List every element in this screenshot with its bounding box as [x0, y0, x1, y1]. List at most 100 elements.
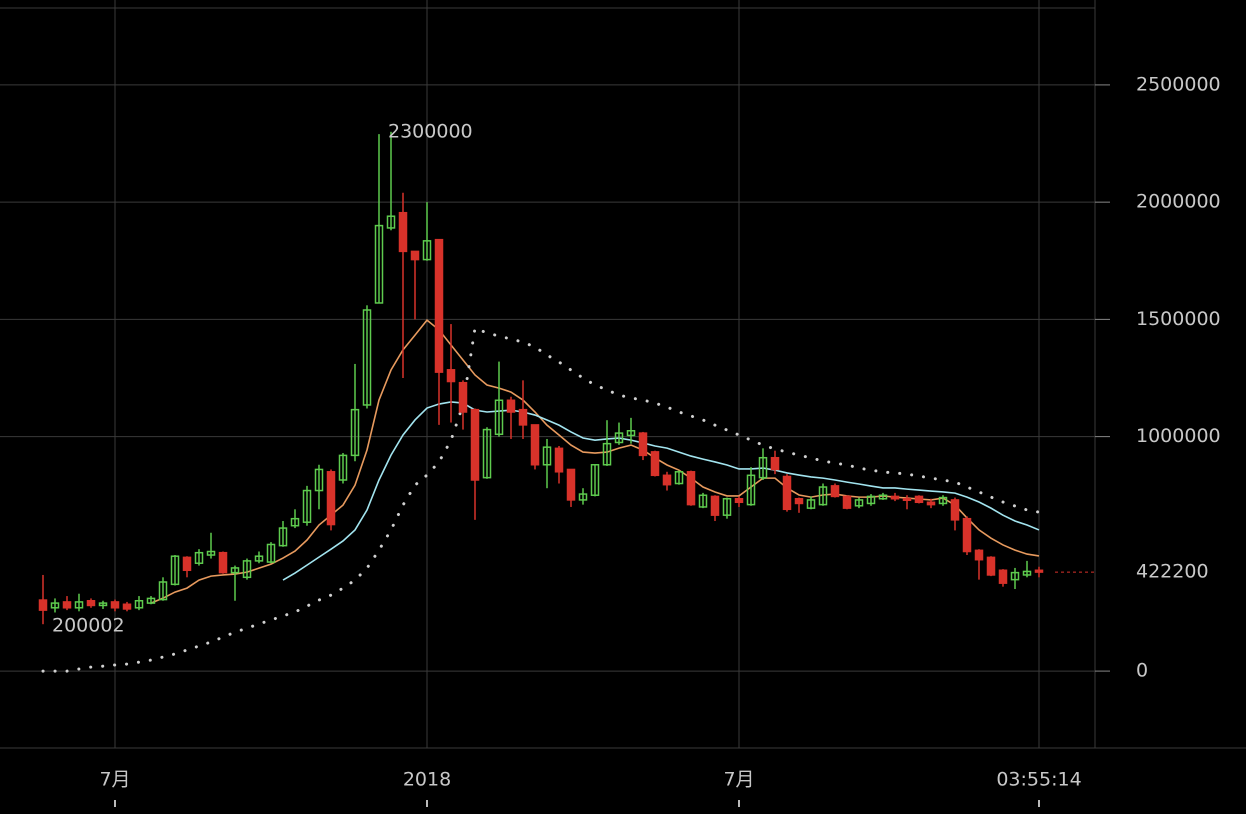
- candle-body: [650, 451, 660, 477]
- candle-body: [122, 603, 132, 610]
- candle-body: [986, 556, 996, 576]
- last-price-label: 422200: [1136, 561, 1209, 583]
- y-tick-label: 1000000: [1136, 425, 1221, 447]
- ma-line: [41, 325, 1041, 673]
- candle-body: [1010, 571, 1020, 581]
- candle-body: [866, 495, 876, 505]
- ma-line: [282, 401, 1040, 581]
- candle-body: [542, 446, 552, 466]
- candle-body: [590, 464, 600, 496]
- candle-body: [350, 408, 360, 457]
- candle-body: [710, 495, 720, 516]
- candle-body: [638, 432, 648, 457]
- candle-body: [134, 600, 144, 609]
- candle-body: [602, 442, 612, 466]
- candle-body: [626, 430, 636, 437]
- candle-body: [614, 432, 624, 444]
- candle-body: [794, 498, 804, 505]
- candle-body: [530, 424, 540, 466]
- candle-body: [950, 499, 960, 521]
- y-tick-label: 2500000: [1136, 73, 1221, 95]
- candle-body: [662, 474, 672, 486]
- candle-body: [290, 517, 300, 527]
- x-tick-label: 03:55:14: [996, 769, 1081, 791]
- candle-body: [362, 309, 372, 406]
- candle-body: [470, 408, 480, 481]
- min-label: 200002: [52, 615, 125, 637]
- candle-body: [410, 250, 420, 261]
- candle-body: [734, 498, 744, 504]
- x-tick-label: 2018: [403, 769, 451, 791]
- candle-body: [182, 556, 192, 572]
- candle-body: [218, 551, 228, 574]
- candle-body: [314, 468, 324, 492]
- candle-body: [50, 602, 60, 609]
- candle-body: [374, 224, 384, 304]
- candle-body: [962, 517, 972, 553]
- candle-body: [1022, 570, 1032, 576]
- candle-body: [86, 600, 96, 607]
- candle-body: [74, 601, 84, 609]
- candle-body: [518, 408, 528, 426]
- y-tick-label: 0: [1136, 660, 1148, 682]
- candle-body: [146, 597, 156, 604]
- candle-body: [326, 471, 336, 526]
- candle-body: [854, 499, 864, 507]
- candle-body: [434, 238, 444, 373]
- x-tick-label: 7月: [99, 769, 130, 791]
- y-tick-label: 2000000: [1136, 191, 1221, 213]
- candle-body: [206, 550, 216, 556]
- candle-body: [194, 551, 204, 564]
- candle-body: [818, 486, 828, 506]
- candle-body: [686, 471, 696, 506]
- candle-body: [422, 240, 432, 261]
- y-tick-label: 1500000: [1136, 308, 1221, 330]
- candle-body: [302, 489, 312, 523]
- candle-body: [914, 495, 924, 504]
- candle-body: [446, 369, 456, 383]
- candle-body: [698, 494, 708, 508]
- candle-body: [842, 495, 852, 509]
- candle-body: [578, 493, 588, 501]
- candle-body: [566, 468, 576, 501]
- candle-body: [770, 456, 780, 471]
- candle-body: [830, 485, 840, 498]
- candle-body: [254, 555, 264, 562]
- candle-body: [170, 555, 180, 586]
- candle-body: [806, 499, 816, 509]
- candle-body: [230, 567, 240, 574]
- candle-body: [458, 381, 468, 413]
- candle-body: [758, 456, 768, 479]
- candle-body: [38, 599, 48, 611]
- candle-body: [158, 581, 168, 601]
- candle-body: [938, 496, 948, 505]
- candle-body: [338, 454, 348, 481]
- candle-body: [926, 501, 936, 506]
- candle-body: [674, 471, 684, 485]
- candle-body: [878, 494, 888, 500]
- candle-body: [746, 474, 756, 506]
- candle-body: [554, 447, 564, 473]
- candle-body: [482, 428, 492, 479]
- candle-body: [974, 549, 984, 561]
- candle-body: [782, 475, 792, 511]
- candle-body: [890, 495, 900, 500]
- candle-body: [110, 601, 120, 609]
- candle-body: [398, 211, 408, 253]
- candle-body: [62, 601, 72, 609]
- candle-body: [278, 527, 288, 547]
- candle-body: [1034, 569, 1044, 573]
- candle-body: [506, 399, 516, 413]
- candle-body: [386, 215, 396, 229]
- candle-body: [998, 569, 1008, 584]
- candle-body: [722, 498, 732, 516]
- max-label: 2300000: [388, 120, 473, 142]
- candle-body: [98, 602, 108, 607]
- x-tick-label: 7月: [723, 769, 754, 791]
- candle-body: [494, 399, 504, 436]
- candle-body: [266, 543, 276, 563]
- candle-body: [242, 560, 252, 579]
